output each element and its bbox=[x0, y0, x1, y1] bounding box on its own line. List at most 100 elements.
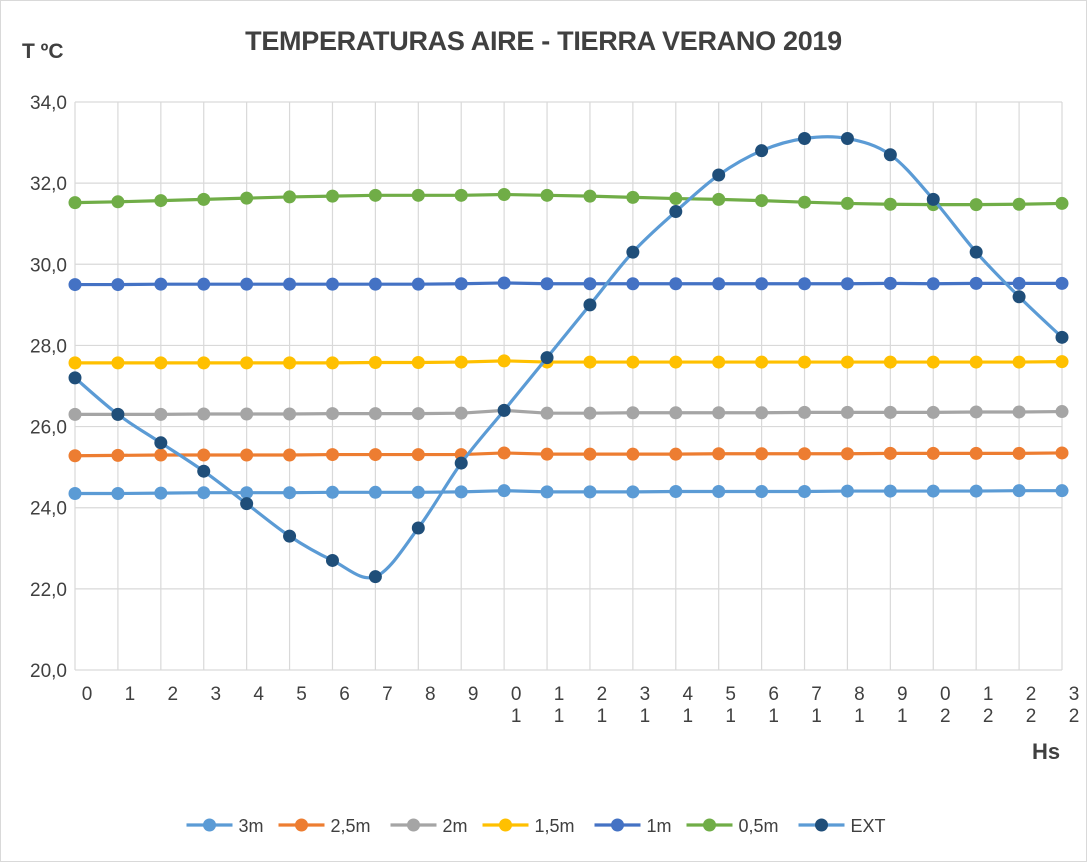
data-point-2,5m bbox=[755, 447, 769, 461]
data-point-0,5m bbox=[883, 197, 897, 211]
data-point-2,5m bbox=[1055, 446, 1069, 460]
data-point-1m bbox=[840, 277, 854, 291]
data-point-1m bbox=[111, 278, 125, 292]
data-point-3m bbox=[1055, 484, 1069, 498]
x-tick-label: 5 bbox=[296, 684, 307, 705]
data-point-3m bbox=[154, 486, 168, 500]
legend-label-2m: 2m bbox=[443, 816, 468, 836]
data-point-2,5m bbox=[669, 447, 683, 461]
data-point-1,5m bbox=[1012, 355, 1026, 369]
data-point-1m bbox=[798, 277, 812, 291]
y-axis-label: T ºC bbox=[22, 40, 64, 63]
data-point-0,5m bbox=[111, 195, 125, 209]
data-point-3m bbox=[669, 484, 683, 498]
data-point-EXT bbox=[454, 456, 468, 470]
y-tick-label: 34,0 bbox=[30, 93, 67, 114]
x-tick-label: 1 bbox=[125, 684, 136, 705]
y-tick-label: 30,0 bbox=[30, 255, 67, 276]
data-point-3m bbox=[883, 484, 897, 498]
data-point-3m bbox=[969, 484, 983, 498]
data-point-1,5m bbox=[712, 355, 726, 369]
x-tick-label: 4 bbox=[253, 684, 264, 705]
y-tick-label: 22,0 bbox=[30, 580, 67, 601]
data-point-1,5m bbox=[669, 355, 683, 369]
data-point-1m bbox=[1055, 276, 1069, 290]
data-point-0,5m bbox=[283, 190, 297, 204]
data-point-1,5m bbox=[283, 356, 297, 370]
data-point-1m bbox=[926, 277, 940, 291]
data-point-1m bbox=[540, 277, 554, 291]
data-point-2m bbox=[325, 407, 339, 421]
data-point-0,5m bbox=[840, 196, 854, 210]
y-tick-label: 20,0 bbox=[30, 661, 67, 682]
data-point-1,5m bbox=[111, 356, 125, 370]
data-point-1m bbox=[68, 278, 82, 292]
data-point-EXT bbox=[197, 464, 211, 478]
data-point-3m bbox=[1012, 484, 1026, 498]
data-point-3m bbox=[325, 485, 339, 499]
data-point-EXT bbox=[540, 351, 554, 365]
y-tick-label: 26,0 bbox=[30, 418, 67, 439]
data-point-1,5m bbox=[154, 356, 168, 370]
data-point-2m bbox=[712, 406, 726, 420]
data-point-3m bbox=[240, 486, 254, 500]
data-point-3m bbox=[497, 484, 511, 498]
data-point-2,5m bbox=[411, 448, 425, 462]
data-point-2,5m bbox=[798, 447, 812, 461]
x-tick-label: 2 bbox=[168, 684, 179, 705]
chart-title: TEMPERATURAS AIRE - TIERRA VERANO 2019 bbox=[245, 26, 842, 56]
legend-label-EXT: EXT bbox=[851, 816, 886, 836]
x-tick-label: 7 bbox=[382, 684, 393, 705]
series-line-2,5m bbox=[74, 451, 1063, 458]
y-tick-label: 24,0 bbox=[30, 499, 67, 520]
data-point-EXT bbox=[840, 132, 854, 146]
data-point-1,5m bbox=[840, 355, 854, 369]
data-point-1,5m bbox=[454, 355, 468, 369]
data-point-0,5m bbox=[969, 198, 983, 212]
data-point-3m bbox=[454, 485, 468, 499]
data-point-3m bbox=[926, 484, 940, 498]
data-point-EXT bbox=[325, 553, 339, 567]
data-point-EXT bbox=[240, 497, 254, 511]
data-point-1,5m bbox=[411, 355, 425, 369]
data-point-EXT bbox=[926, 192, 940, 206]
data-point-0,5m bbox=[411, 188, 425, 202]
data-point-2m bbox=[368, 407, 382, 421]
series-line-1m bbox=[75, 281, 1062, 287]
data-point-1,5m bbox=[1055, 355, 1069, 369]
data-point-1m bbox=[583, 277, 597, 291]
data-point-2m bbox=[68, 407, 82, 421]
data-point-2,5m bbox=[926, 446, 940, 460]
data-point-3m bbox=[626, 485, 640, 499]
legend-label-2,5m: 2,5m bbox=[331, 816, 371, 836]
data-point-2,5m bbox=[325, 448, 339, 462]
legend-marker-2m bbox=[407, 818, 420, 832]
data-point-2m bbox=[883, 405, 897, 419]
data-point-1,5m bbox=[240, 356, 254, 370]
data-point-2m bbox=[540, 406, 554, 420]
data-point-2,5m bbox=[111, 448, 125, 462]
data-point-0,5m bbox=[712, 192, 726, 206]
data-point-2m bbox=[240, 407, 254, 421]
data-point-2m bbox=[798, 405, 812, 419]
data-point-0,5m bbox=[154, 194, 168, 208]
legend-marker-1,5m bbox=[499, 818, 512, 832]
data-point-2m bbox=[411, 407, 425, 421]
data-point-0,5m bbox=[755, 194, 769, 208]
data-point-3m bbox=[197, 486, 211, 500]
data-point-3m bbox=[798, 484, 812, 498]
data-point-1m bbox=[454, 277, 468, 291]
data-point-EXT bbox=[755, 144, 769, 158]
data-point-1,5m bbox=[497, 354, 511, 368]
data-point-EXT bbox=[283, 529, 297, 543]
data-point-0,5m bbox=[626, 190, 640, 204]
data-point-1,5m bbox=[926, 355, 940, 369]
